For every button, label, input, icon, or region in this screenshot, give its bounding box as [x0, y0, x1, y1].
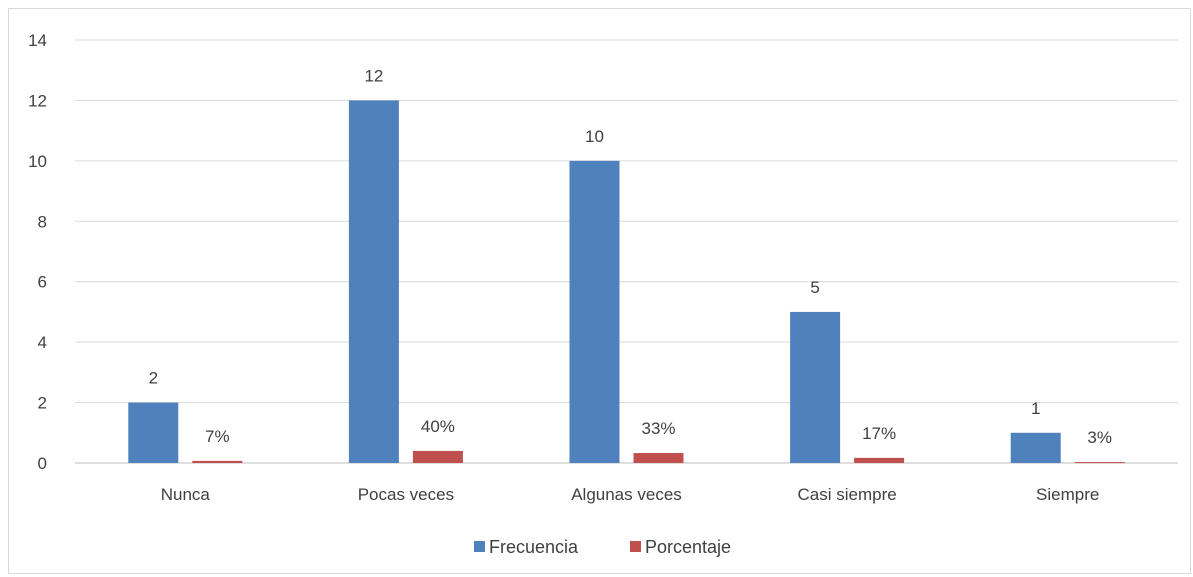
bar-frecuencia	[1010, 432, 1061, 463]
data-label-porcentaje: 17%	[862, 424, 896, 443]
y-tick-label: 12	[28, 91, 47, 110]
x-axis: Nunca Pocas veces Algunas veces Casi siempr…	[161, 485, 1100, 504]
gridlines	[75, 39, 1178, 464]
legend-label: Frecuencia	[489, 537, 579, 557]
data-label-frecuencia: 10	[585, 127, 604, 146]
y-tick-label: 14	[28, 31, 47, 50]
x-category-label: Siempre	[1036, 485, 1099, 504]
bar-frecuencia	[128, 402, 179, 463]
data-label-porcentaje: 7%	[205, 427, 230, 446]
y-tick-label: 4	[38, 333, 47, 352]
bar-porcentaje	[412, 450, 463, 463]
bar-porcentaje	[633, 453, 684, 463]
y-tick-label: 6	[38, 273, 47, 292]
legend-swatch	[474, 541, 485, 552]
bar-frecuencia	[348, 100, 399, 463]
bar-frecuencia	[790, 311, 841, 463]
x-category-label: Nunca	[161, 485, 211, 504]
legend: Frecuencia Porcentaje	[474, 537, 731, 557]
data-label-frecuencia: 12	[364, 66, 383, 85]
data-label-frecuencia: 1	[1031, 399, 1040, 418]
bar-frecuencia	[569, 160, 620, 463]
bar-porcentaje	[854, 457, 905, 463]
data-label-porcentaje: 40%	[421, 417, 455, 436]
x-category-label: Pocas veces	[358, 485, 454, 504]
y-axis: 0 2 4 6 8 10 12 14	[28, 31, 47, 473]
y-tick-label: 2	[38, 394, 47, 413]
y-tick-label: 0	[38, 454, 47, 473]
legend-label: Porcentaje	[645, 537, 731, 557]
bar-porcentaje	[1074, 462, 1125, 464]
data-labels: 2 7% 12 40% 10 33% 5 17% 1 3%	[149, 66, 1112, 447]
data-label-frecuencia: 2	[149, 369, 158, 388]
data-label-frecuencia: 5	[810, 278, 819, 297]
bar-porcentaje	[192, 460, 243, 463]
data-label-porcentaje: 3%	[1087, 428, 1112, 447]
data-label-porcentaje: 33%	[641, 419, 675, 438]
y-tick-label: 8	[38, 212, 47, 231]
y-tick-label: 10	[28, 152, 47, 171]
x-category-label: Casi siempre	[797, 485, 896, 504]
x-category-label: Algunas veces	[571, 485, 682, 504]
bars	[128, 100, 1125, 464]
legend-swatch	[630, 541, 641, 552]
